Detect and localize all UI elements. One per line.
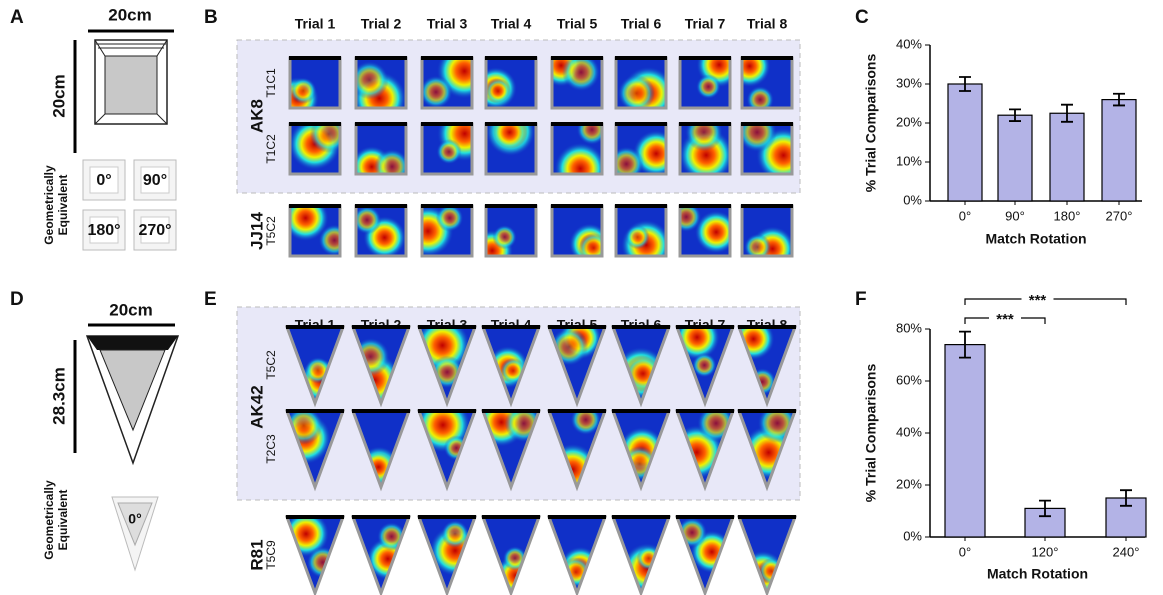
rotation-label: 90° [143,172,167,189]
heat-blob [625,225,649,249]
y-tick-label: 60% [896,372,922,387]
trial-label: Trial 1 [295,16,336,32]
rotation-label: 0° [96,172,111,189]
heat-map [353,517,409,593]
rotation-label: 0° [128,511,141,527]
bar [945,345,985,537]
arena-floor [105,56,157,114]
trial-label: Trial 4 [491,16,532,32]
rotation-label: 270° [138,222,171,239]
heat-map [677,517,733,593]
y-tick-label: 80% [896,320,922,335]
panel-d: D 20cm 28.3cm Geometrically Equivalent 0… [10,289,178,570]
animal-label: JJ14 [247,212,266,250]
heat-map [283,511,343,593]
y-tick-label: 10% [896,153,922,168]
equivalent-label: Equivalent [56,490,70,551]
heat-blob [492,225,516,249]
y-tick-label: 0% [903,192,922,207]
x-tick-label: 0° [959,208,971,223]
trial-label: Trial 6 [621,16,662,32]
heat-blob [420,76,453,109]
trial-label: Trial 5 [557,16,598,32]
x-axis-label: Match Rotation [987,566,1088,582]
y-axis-label: % Trial Comparisons [863,54,879,193]
equivalent-label: Equivalent [56,175,70,236]
y-axis-label: % Trial Comparisons [863,364,879,503]
y-tick-label: 40% [896,36,922,51]
cell-label: T1C1 [264,68,278,98]
x-tick-label: 240° [1113,544,1140,559]
panel-label: B [204,7,218,28]
x-tick-label: 270° [1106,208,1133,223]
heat-map [483,517,539,595]
heat-map [616,206,671,270]
y-tick-label: 0% [903,528,922,543]
x-tick-label: 0° [959,544,971,559]
animal-label: R81 [247,539,266,570]
height-label: 28.3cm [49,367,68,425]
heat-map [739,517,795,595]
animal-label: AK42 [247,385,266,428]
bar [1102,100,1136,201]
cell-label: T5C2 [264,350,278,380]
heat-map [742,206,795,271]
panel-label: A [10,7,24,28]
width-label: 20cm [108,5,151,24]
trial-label: Trial 8 [747,16,788,32]
heat-blob [579,233,609,263]
height-label: 20cm [49,74,68,117]
heat-map [549,517,605,593]
significance-label: *** [996,311,1014,328]
heat-blob [436,139,461,164]
heat-map [471,206,536,272]
arena-wall [87,336,178,350]
figure: A 20cm 20cm Geometrically Equivalent 0° 9… [0,0,1163,595]
x-tick-label: 90° [1005,208,1025,223]
x-axis-label: Match Rotation [985,231,1086,247]
animal-label: AK8 [247,99,266,133]
panel-label: C [855,7,869,28]
x-tick-label: 120° [1032,544,1059,559]
heat-blob [436,204,463,231]
panel-label: F [855,289,867,310]
trial-label: Trial 7 [685,16,726,32]
y-tick-label: 40% [896,424,922,439]
bar [998,115,1032,201]
equivalent-label: Geometrically [42,165,56,245]
x-tick-label: 180° [1054,208,1081,223]
y-tick-label: 20% [896,476,922,491]
heat-blob [618,75,655,112]
bar [948,84,982,201]
rotation-label: 180° [87,222,120,239]
y-tick-label: 20% [896,114,922,129]
heat-blob [290,77,316,103]
heat-blob [485,78,511,104]
heat-blob [319,224,351,256]
width-label: 20cm [109,300,152,319]
bar [1050,113,1084,201]
equivalent-label: Geometrically [42,480,56,560]
y-tick-label: 30% [896,75,922,90]
trial-label: Trial 3 [427,16,468,32]
trial-label: Trial 2 [361,16,402,32]
cell-label: T2C3 [264,434,278,464]
heat-blob [696,74,721,99]
significance-label: *** [1029,292,1047,309]
heat-map [402,204,472,257]
heat-map [353,206,406,259]
cell-label: T1C2 [264,134,278,164]
panel-label: D [10,289,24,310]
panel-label: E [204,289,217,310]
panel-a: A 20cm 20cm Geometrically Equivalent 0° 9… [10,5,176,250]
